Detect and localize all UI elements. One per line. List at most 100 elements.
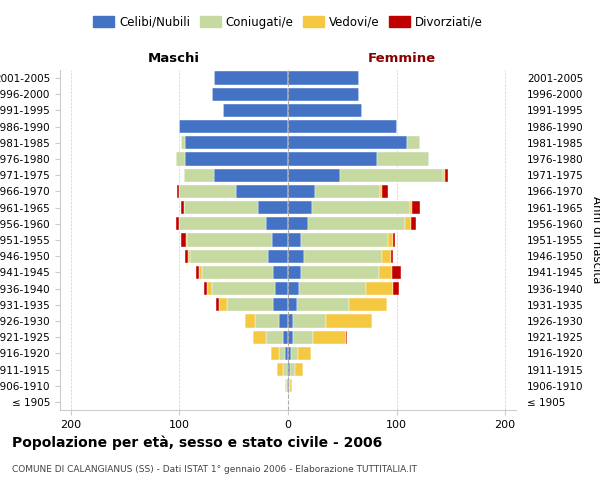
Bar: [288, 120, 397, 134]
Text: Femmine: Femmine: [368, 52, 436, 65]
Bar: [185, 136, 288, 149]
Bar: [288, 168, 340, 182]
Bar: [288, 234, 301, 246]
Bar: [288, 314, 293, 328]
Bar: [256, 314, 280, 328]
Bar: [290, 379, 292, 392]
Bar: [288, 266, 301, 279]
Bar: [288, 330, 293, 344]
Bar: [280, 314, 288, 328]
Bar: [288, 363, 290, 376]
Bar: [176, 152, 185, 166]
Bar: [382, 250, 391, 263]
Bar: [377, 152, 429, 166]
Bar: [199, 266, 202, 279]
Text: Maschi: Maschi: [148, 52, 200, 65]
Bar: [288, 152, 377, 166]
Bar: [179, 185, 236, 198]
Bar: [288, 104, 362, 117]
Bar: [388, 234, 394, 246]
Bar: [295, 363, 303, 376]
Bar: [312, 201, 410, 214]
Bar: [380, 185, 382, 198]
Bar: [212, 282, 275, 295]
Bar: [223, 104, 288, 117]
Bar: [181, 201, 184, 214]
Bar: [179, 120, 288, 134]
Bar: [275, 282, 288, 295]
Bar: [285, 379, 286, 392]
Bar: [366, 282, 394, 295]
Bar: [288, 379, 289, 392]
Bar: [273, 266, 288, 279]
Bar: [298, 346, 311, 360]
Bar: [290, 363, 295, 376]
Bar: [410, 201, 412, 214]
Bar: [245, 314, 256, 328]
Bar: [405, 217, 410, 230]
Bar: [301, 266, 379, 279]
Bar: [214, 72, 288, 85]
Bar: [236, 185, 288, 198]
Bar: [253, 330, 266, 344]
Bar: [346, 330, 347, 344]
Bar: [266, 330, 283, 344]
Bar: [187, 234, 272, 246]
Bar: [280, 346, 285, 360]
Bar: [188, 250, 190, 263]
Bar: [181, 234, 186, 246]
Bar: [407, 136, 421, 149]
Bar: [445, 168, 448, 182]
Bar: [326, 314, 371, 328]
Bar: [212, 88, 288, 101]
Bar: [340, 168, 443, 182]
Bar: [257, 201, 288, 214]
Bar: [296, 298, 349, 312]
Bar: [268, 250, 288, 263]
Bar: [394, 234, 395, 246]
Bar: [394, 282, 399, 295]
Bar: [443, 168, 445, 182]
Bar: [287, 363, 288, 376]
Bar: [412, 201, 421, 214]
Bar: [184, 168, 214, 182]
Bar: [283, 330, 288, 344]
Bar: [392, 266, 401, 279]
Legend: Celibi/Nubili, Coniugati/e, Vedovi/e, Divorziati/e: Celibi/Nubili, Coniugati/e, Vedovi/e, Di…: [88, 11, 488, 34]
Bar: [177, 185, 179, 198]
Bar: [299, 282, 366, 295]
Bar: [288, 201, 312, 214]
Bar: [283, 363, 287, 376]
Bar: [288, 136, 407, 149]
Bar: [227, 298, 273, 312]
Bar: [287, 379, 288, 392]
Text: Popolazione per età, sesso e stato civile - 2006: Popolazione per età, sesso e stato civil…: [12, 435, 382, 450]
Text: COMUNE DI CALANGIANUS (SS) - Dati ISTAT 1° gennaio 2006 - Elaborazione TUTTITALI: COMUNE DI CALANGIANUS (SS) - Dati ISTAT …: [12, 465, 417, 474]
Bar: [185, 152, 288, 166]
Bar: [289, 379, 290, 392]
Bar: [391, 250, 394, 263]
Bar: [382, 185, 388, 198]
Bar: [288, 282, 299, 295]
Bar: [206, 282, 212, 295]
Bar: [315, 185, 380, 198]
Bar: [288, 346, 291, 360]
Bar: [205, 282, 206, 295]
Bar: [293, 330, 313, 344]
Bar: [285, 346, 288, 360]
Bar: [288, 88, 359, 101]
Bar: [288, 185, 315, 198]
Bar: [273, 298, 288, 312]
Bar: [179, 217, 266, 230]
Bar: [288, 250, 304, 263]
Bar: [313, 330, 346, 344]
Bar: [271, 346, 280, 360]
Bar: [181, 136, 185, 149]
Bar: [218, 298, 227, 312]
Bar: [291, 346, 298, 360]
Bar: [304, 250, 382, 263]
Bar: [272, 234, 288, 246]
Bar: [288, 298, 296, 312]
Bar: [184, 201, 257, 214]
Bar: [217, 298, 218, 312]
